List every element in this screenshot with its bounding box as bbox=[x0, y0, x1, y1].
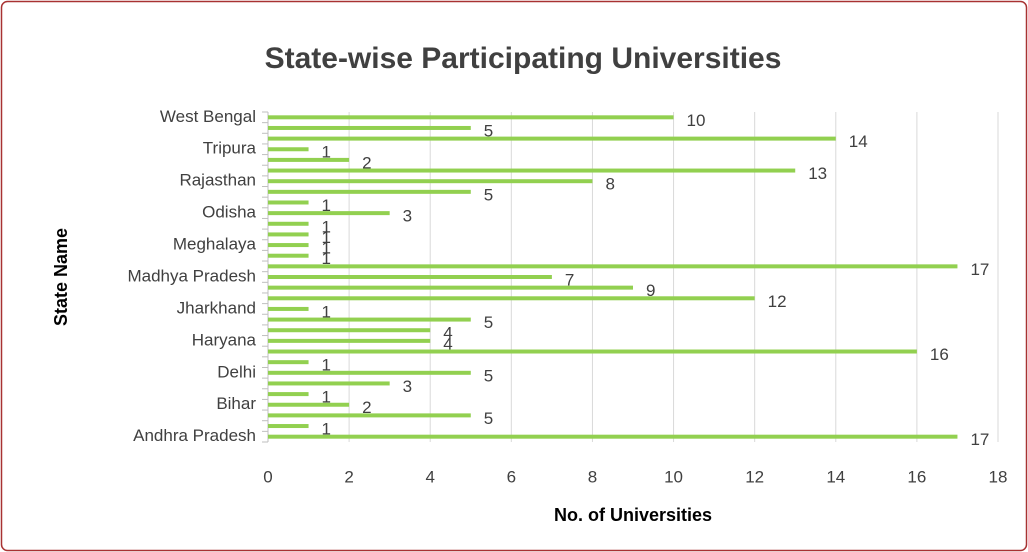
bar bbox=[268, 264, 958, 269]
bar bbox=[268, 232, 309, 237]
bar bbox=[268, 157, 350, 162]
y-tick-label: Madhya Pradesh bbox=[127, 266, 256, 285]
bar bbox=[268, 317, 471, 322]
data-label: 17 bbox=[970, 260, 989, 279]
data-label: 1 bbox=[322, 249, 331, 268]
bar bbox=[268, 125, 471, 130]
y-axis-title: State Name bbox=[51, 228, 71, 326]
bar bbox=[268, 424, 309, 429]
bar bbox=[268, 147, 309, 152]
bar bbox=[268, 328, 431, 333]
y-tick-label: Tripura bbox=[203, 139, 257, 158]
x-tick-label: 16 bbox=[907, 467, 926, 486]
bar bbox=[268, 189, 471, 194]
bar bbox=[268, 275, 552, 279]
bar bbox=[268, 392, 309, 397]
y-tick-label: Rajasthan bbox=[179, 171, 256, 190]
data-label: 14 bbox=[849, 132, 868, 151]
data-label: 1 bbox=[322, 420, 331, 439]
bar bbox=[268, 136, 836, 141]
y-tick-label: West Bengal bbox=[160, 107, 256, 126]
bar bbox=[268, 413, 471, 418]
bar bbox=[268, 115, 674, 120]
x-tick-label: 12 bbox=[745, 467, 764, 486]
bar bbox=[268, 402, 350, 407]
bar bbox=[268, 253, 309, 258]
bar bbox=[268, 168, 796, 173]
data-label: 1 bbox=[322, 217, 331, 236]
bar bbox=[268, 296, 755, 301]
bar bbox=[268, 360, 309, 365]
bar bbox=[268, 200, 309, 205]
data-label: 5 bbox=[484, 121, 493, 140]
bar bbox=[268, 306, 309, 311]
y-tick-label: Haryana bbox=[192, 330, 257, 349]
data-label: 1 bbox=[322, 388, 331, 407]
data-label: 17 bbox=[970, 430, 989, 449]
data-label: 10 bbox=[687, 111, 706, 130]
y-tick-label: Delhi bbox=[217, 362, 256, 381]
x-tick-label: 4 bbox=[425, 467, 434, 486]
bar bbox=[268, 243, 309, 248]
data-label: 12 bbox=[768, 292, 787, 311]
data-label: 5 bbox=[484, 185, 493, 204]
chart-title: State-wise Participating Universities bbox=[265, 42, 782, 75]
data-label: 16 bbox=[930, 345, 949, 364]
x-tick-label: 2 bbox=[344, 467, 353, 486]
x-tick-label: 0 bbox=[263, 467, 272, 486]
data-label: 2 bbox=[362, 398, 371, 417]
y-tick-label: Bihar bbox=[216, 394, 256, 413]
data-label: 1 bbox=[322, 196, 331, 215]
data-label: 4 bbox=[443, 324, 452, 343]
data-label: 13 bbox=[808, 164, 827, 183]
data-label: 8 bbox=[605, 175, 614, 194]
data-label: 5 bbox=[484, 409, 493, 428]
data-label: 1 bbox=[322, 239, 331, 258]
x-tick-label: 14 bbox=[826, 467, 845, 486]
x-tick-label: 18 bbox=[989, 467, 1008, 486]
bar bbox=[268, 338, 431, 343]
bar bbox=[268, 370, 471, 375]
data-label: 4 bbox=[443, 334, 452, 353]
bar bbox=[268, 221, 309, 226]
data-label: 9 bbox=[646, 281, 655, 300]
x-axis-title: No. of Universities bbox=[554, 505, 712, 525]
data-label: 1 bbox=[322, 356, 331, 375]
data-label: 1 bbox=[322, 302, 331, 321]
y-tick-label: Andhra Pradesh bbox=[133, 426, 256, 445]
bar bbox=[268, 434, 958, 439]
y-tick-label: Odisha bbox=[202, 203, 256, 222]
data-label: 7 bbox=[565, 270, 574, 289]
data-label: 3 bbox=[403, 377, 412, 396]
bar bbox=[268, 349, 917, 354]
y-tick-label: Meghalaya bbox=[173, 235, 257, 254]
data-label: 5 bbox=[484, 313, 493, 332]
data-label: 1 bbox=[322, 143, 331, 162]
x-tick-label: 8 bbox=[588, 467, 597, 486]
bar bbox=[268, 381, 390, 386]
data-label: 2 bbox=[362, 153, 371, 172]
x-tick-label: 6 bbox=[507, 467, 516, 486]
data-label: 1 bbox=[322, 228, 331, 247]
bar bbox=[268, 285, 633, 290]
bar bbox=[268, 179, 593, 184]
data-label: 5 bbox=[484, 366, 493, 385]
bar bbox=[268, 211, 390, 216]
y-tick-label: Jharkhand bbox=[177, 298, 256, 317]
data-label: 3 bbox=[403, 207, 412, 226]
x-tick-label: 10 bbox=[664, 467, 683, 486]
